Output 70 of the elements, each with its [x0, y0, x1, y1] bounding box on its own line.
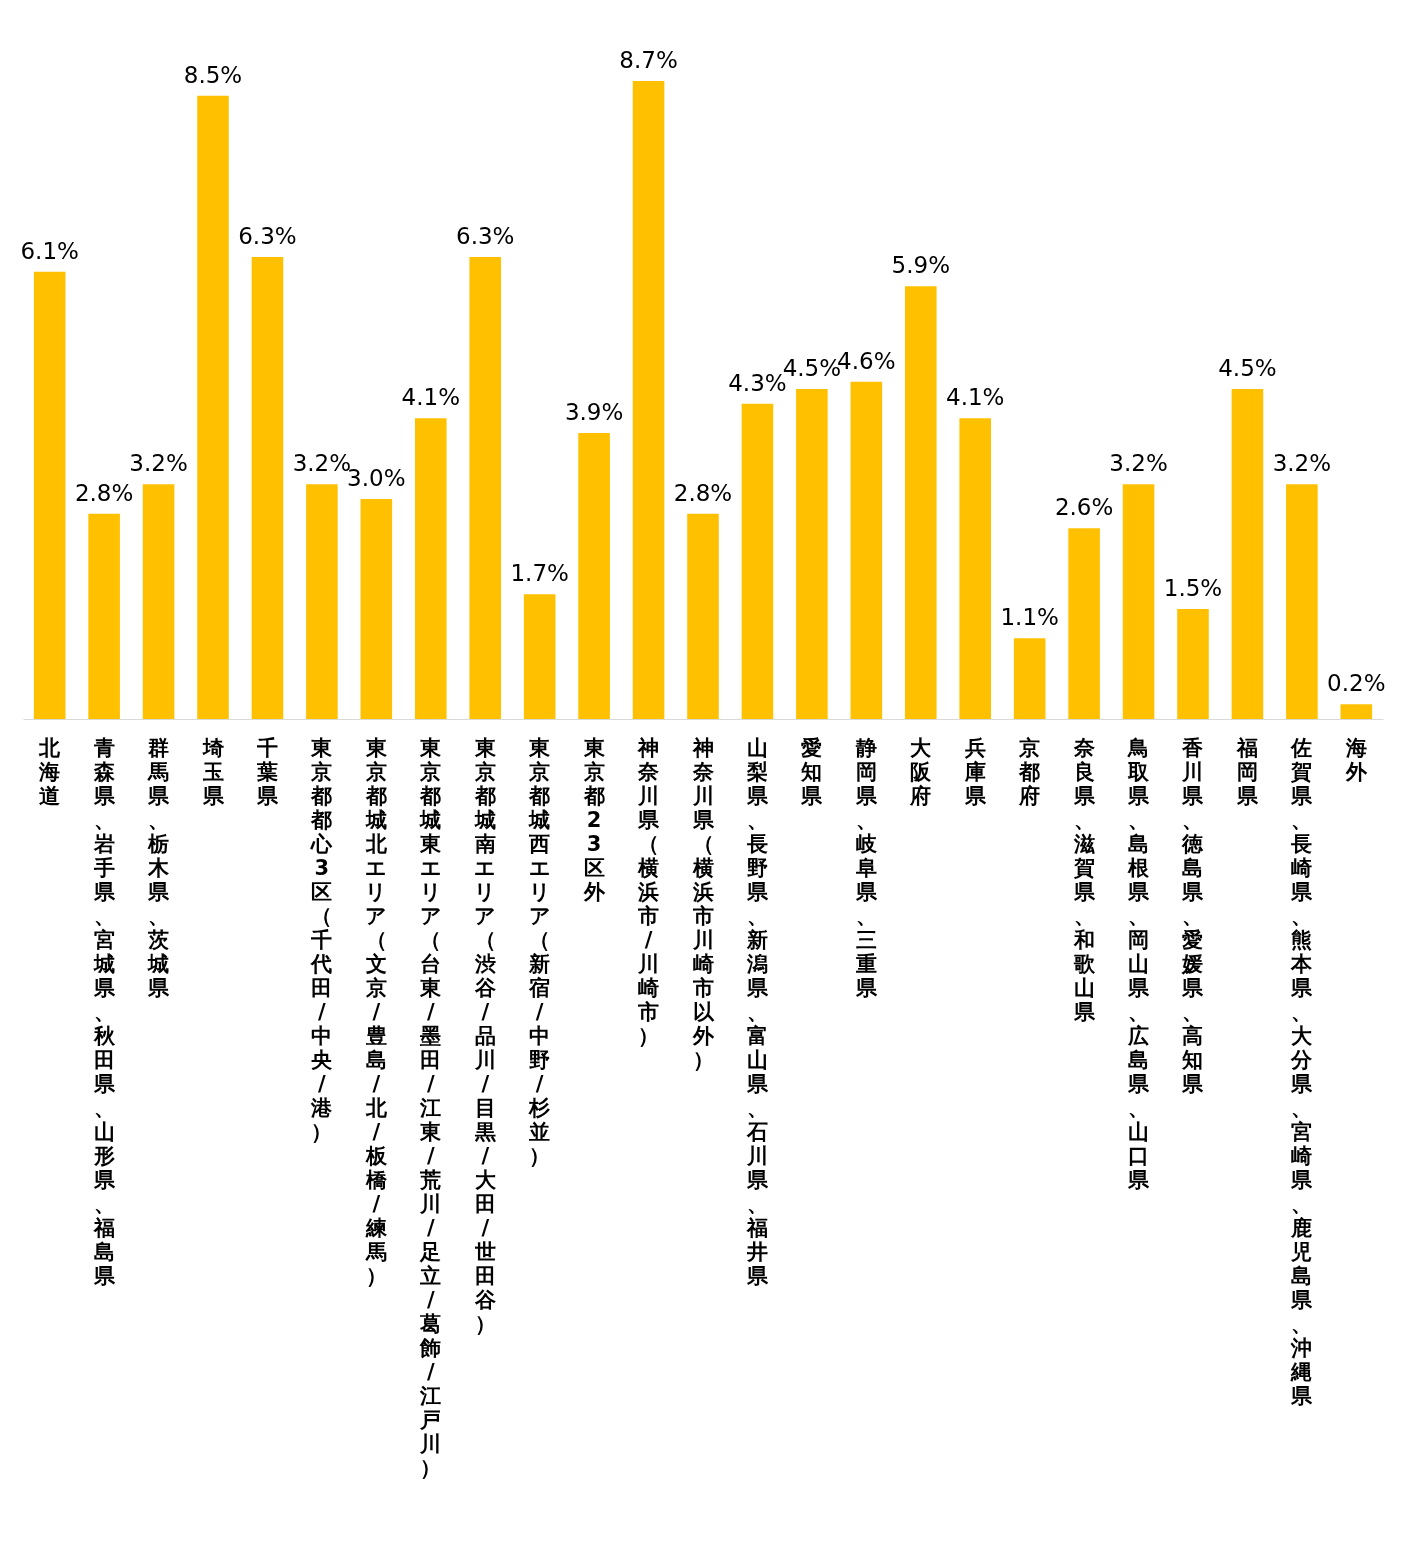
x-tick-label: 埼玉県 — [201, 735, 225, 808]
category-label: 奈良県、滋賀県、和歌山県 — [1073, 735, 1095, 1024]
x-tick-label: 愛知県 — [800, 735, 824, 808]
category-label: 東京都城北エリア（文京/豊島/北/板橋/練馬） — [365, 735, 388, 1288]
category-label: 神奈川県（横浜市川崎市以外） — [692, 735, 714, 1072]
data-label: 3.2% — [1109, 450, 1168, 477]
bar — [360, 499, 393, 719]
data-label: 2.8% — [74, 479, 134, 506]
category-label: 群馬県、栃木県、茨城県 — [148, 735, 170, 1000]
data-label: 5.9% — [891, 252, 950, 279]
data-label: 3.2% — [1272, 450, 1332, 477]
category-label: 鳥取県、島根県、岡山県、広島県、山口県 — [1128, 735, 1150, 1192]
x-tick-label: 東京都23区外 — [582, 735, 606, 904]
bar — [88, 513, 120, 719]
data-label: 8.7% — [619, 47, 678, 73]
category-label: 山梨県、長野県、新潟県、富山県、石川県、福井県 — [746, 735, 768, 1288]
bar — [904, 286, 937, 719]
data-label: 3.2% — [129, 450, 188, 477]
category-label: 静岡県、岐阜県、三重県 — [855, 735, 877, 1000]
bar — [1013, 638, 1046, 719]
category-label: 神奈川県（横浜市/川崎市） — [638, 735, 660, 1048]
data-label: 0.2% — [1327, 670, 1386, 697]
bar — [523, 594, 556, 719]
data-label: 2.8% — [673, 479, 733, 506]
bar — [1231, 389, 1264, 719]
bar — [850, 381, 883, 719]
bar — [1177, 609, 1209, 719]
category-label: 青森県、岩手県、宮城県、秋田県、山形県、福島県 — [93, 735, 115, 1288]
bar — [632, 81, 665, 719]
data-label: 1.1% — [1000, 604, 1059, 631]
data-label: 4.1% — [401, 384, 460, 411]
bar — [142, 484, 175, 719]
data-label: 2.6% — [1054, 494, 1114, 521]
category-label: 東京都城東エリア（台東/墨田/江東/荒川/足立/葛飾/江戸川） — [419, 735, 442, 1480]
data-label: 6.3% — [456, 223, 515, 249]
bar — [741, 403, 774, 719]
bar — [251, 257, 284, 719]
data-label: 6.3% — [238, 223, 297, 249]
bar — [306, 484, 338, 719]
bar — [33, 271, 66, 719]
data-label: 3.9% — [564, 399, 624, 425]
data-label: 4.5% — [1218, 355, 1277, 381]
data-label: 4.1% — [946, 384, 1005, 411]
bar — [1286, 484, 1318, 719]
x-tick-label: 北海道 — [38, 735, 62, 808]
bar — [197, 95, 229, 719]
bar — [578, 433, 610, 719]
category-label: 香川県、徳島県、愛媛県、高知県 — [1182, 735, 1204, 1096]
bar — [1068, 528, 1100, 719]
bar — [796, 389, 828, 719]
x-tick-label: 千葉県 — [255, 735, 279, 808]
x-tick-label: 兵庫県 — [963, 735, 987, 808]
category-label: 東京都都心3区（千代田/中央/港） — [311, 735, 333, 1144]
bar — [687, 513, 719, 719]
category-label: 佐賀県、長崎県、熊本県、大分県、宮崎県、鹿児島県、沖縄県 — [1291, 735, 1313, 1408]
data-label: 8.5% — [183, 61, 243, 88]
x-tick-label: 海外 — [1344, 735, 1368, 784]
x-tick-label: 大阪府 — [909, 735, 933, 808]
bar — [1122, 484, 1155, 719]
bar — [469, 257, 502, 719]
x-tick-label: 福岡県 — [1235, 735, 1259, 808]
data-label: 1.5% — [1163, 575, 1223, 601]
category-label: 東京都城南エリア（渋谷/品川/目黒/大田/世田谷） — [474, 735, 497, 1336]
category-label: 東京都城西エリア（新宿/中野/杉並） — [528, 735, 551, 1168]
bar — [959, 418, 992, 719]
x-tick-label: 京都府 — [1018, 735, 1041, 808]
data-label: 1.7% — [510, 560, 569, 587]
bar — [414, 418, 447, 719]
bar — [1340, 704, 1373, 719]
data-label: 6.1% — [20, 237, 79, 264]
